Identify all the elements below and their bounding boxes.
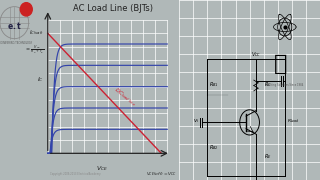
Text: $R_{B2}$: $R_{B2}$ bbox=[209, 143, 218, 152]
Text: Exciting Solutions Since 1984: Exciting Solutions Since 1984 bbox=[266, 83, 303, 87]
Text: $R_C$: $R_C$ bbox=[264, 80, 271, 89]
Text: AC Load Line (BJTs): AC Load Line (BJTs) bbox=[74, 4, 154, 13]
Text: ENGINEERING TECHNOLOGY: ENGINEERING TECHNOLOGY bbox=[0, 41, 32, 45]
Text: Copyright 2009-2013 ElectricalAcademy: Copyright 2009-2013 ElectricalAcademy bbox=[50, 172, 101, 176]
Text: $R_{B1}$: $R_{B1}$ bbox=[209, 80, 218, 89]
Text: $= \frac{V_{CC}}{R_C + r_E}$: $= \frac{V_{CC}}{R_C + r_E}$ bbox=[25, 43, 44, 56]
Text: $I_C$: $I_C$ bbox=[37, 76, 44, 84]
Text: $V_{CE}(off) = V_{CC}$: $V_{CE}(off) = V_{CC}$ bbox=[146, 171, 177, 178]
Text: $\mathbf{e.t}$: $\mathbf{e.t}$ bbox=[7, 20, 22, 31]
Text: $V_{CC}$: $V_{CC}$ bbox=[251, 50, 261, 59]
Text: $V_{CE}$: $V_{CE}$ bbox=[95, 164, 108, 173]
Text: $R_E$: $R_E$ bbox=[264, 152, 271, 161]
Text: $I_{C(sat)}$: $I_{C(sat)}$ bbox=[29, 29, 44, 37]
Text: $DC_{load\ line}$: $DC_{load\ line}$ bbox=[113, 86, 138, 109]
Text: $R_{Load}$: $R_{Load}$ bbox=[287, 117, 300, 125]
Text: 🐂: 🐂 bbox=[274, 54, 287, 74]
Text: $v_i$: $v_i$ bbox=[193, 117, 199, 125]
Circle shape bbox=[20, 3, 32, 16]
